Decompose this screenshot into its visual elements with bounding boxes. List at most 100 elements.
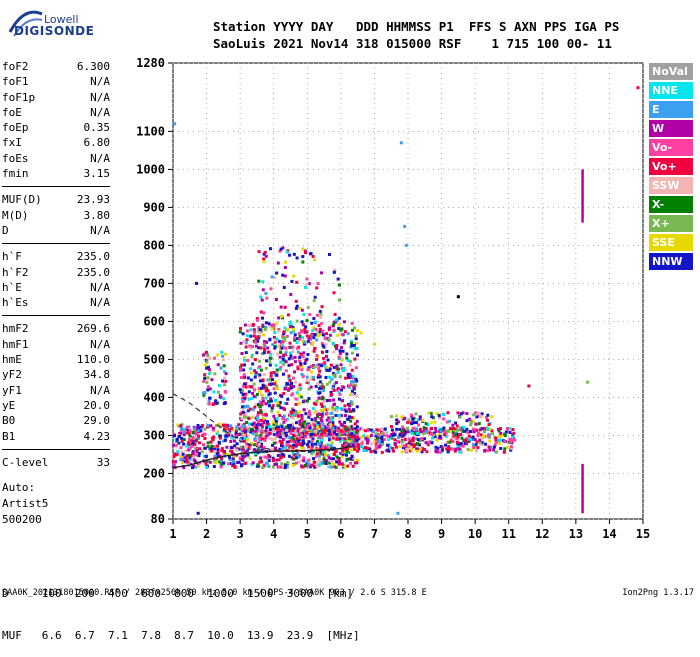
echo-point xyxy=(260,411,264,415)
echo-point xyxy=(454,433,458,437)
echo-point xyxy=(349,419,353,423)
echo-point xyxy=(351,440,355,444)
echo-point xyxy=(204,462,208,466)
echo-point xyxy=(432,433,436,437)
echo-point xyxy=(315,446,319,450)
echo-point xyxy=(434,445,438,449)
param-row: foEs N/A xyxy=(2,151,110,166)
echo-point xyxy=(263,348,267,352)
echo-point xyxy=(227,455,231,459)
echo-point xyxy=(266,464,270,468)
echo-point xyxy=(313,465,317,469)
echo-point xyxy=(257,443,261,447)
echo-point xyxy=(256,420,260,424)
echo-point xyxy=(298,306,302,310)
echo-point xyxy=(326,443,330,447)
echo-point xyxy=(322,450,326,454)
x-tick-label: 13 xyxy=(569,527,583,541)
echo-point xyxy=(350,351,354,355)
autoscaling-info: Auto: Artist5 500200 xyxy=(2,480,48,528)
echo-point xyxy=(298,359,302,363)
echo-point xyxy=(291,416,295,420)
echo-point xyxy=(465,427,469,431)
echo-point xyxy=(241,332,245,336)
echo-point xyxy=(305,375,309,379)
echo-point xyxy=(336,277,340,281)
echo-point xyxy=(390,428,394,432)
echo-point xyxy=(226,452,230,456)
echo-point xyxy=(252,328,256,332)
param-row: fmin 3.15 xyxy=(2,166,110,181)
echo-point xyxy=(259,368,263,372)
echo-point xyxy=(216,448,220,452)
echo-point xyxy=(300,368,304,372)
echo-point xyxy=(261,385,265,389)
echo-point xyxy=(306,462,310,466)
echo-point xyxy=(279,444,283,448)
echo-point xyxy=(229,449,233,453)
echo-point xyxy=(282,391,286,395)
echo-point xyxy=(226,431,230,435)
echo-point xyxy=(260,316,264,320)
echo-point xyxy=(242,356,246,360)
echo-point xyxy=(290,411,294,415)
echo-point xyxy=(282,453,286,457)
echo-point xyxy=(272,422,276,426)
echo-point xyxy=(260,430,264,434)
echo-point xyxy=(224,372,228,376)
param-key: fmin xyxy=(2,167,29,181)
echo-point xyxy=(310,444,314,448)
echo-point xyxy=(203,427,207,431)
echo-point xyxy=(401,425,405,429)
echo-point xyxy=(284,369,288,373)
echo-point xyxy=(262,351,266,355)
param-row: yF1 N/A xyxy=(2,383,110,398)
echo-point xyxy=(249,334,253,338)
echo-point xyxy=(230,436,234,440)
echo-point xyxy=(313,346,317,350)
echo-point xyxy=(298,442,302,446)
echo-point xyxy=(414,421,418,425)
echo-point xyxy=(213,372,217,376)
echo-point xyxy=(353,461,357,465)
echo-point xyxy=(308,464,312,468)
echo-point xyxy=(242,439,246,443)
echo-point xyxy=(208,396,212,400)
echo-point xyxy=(299,423,303,427)
echo-point xyxy=(339,414,343,418)
echo-point xyxy=(260,442,264,446)
echo-point xyxy=(191,442,195,446)
echo-point xyxy=(327,337,331,341)
echo-point xyxy=(407,418,411,422)
echo-point xyxy=(321,435,325,439)
echo-point xyxy=(408,449,412,453)
echo-point xyxy=(252,421,256,425)
param-value: N/A xyxy=(90,75,110,89)
echo-point xyxy=(313,364,317,368)
echo-point xyxy=(283,407,287,411)
echo-point xyxy=(351,427,355,431)
echo-point xyxy=(317,373,321,377)
param-key: yF1 xyxy=(2,383,22,397)
echo-point xyxy=(472,430,476,434)
echo-point xyxy=(472,413,476,417)
echo-point xyxy=(335,460,339,464)
echo-point xyxy=(278,346,282,350)
echo-point xyxy=(274,419,278,423)
echo-point xyxy=(492,445,496,449)
echo-point xyxy=(228,458,232,462)
echo-point xyxy=(320,438,324,442)
echo-point xyxy=(447,448,451,452)
echo-point xyxy=(310,343,314,347)
echo-point xyxy=(255,316,259,320)
echo-point xyxy=(335,343,339,347)
echo-point xyxy=(244,445,248,449)
echo-point xyxy=(240,431,244,435)
echo-point xyxy=(511,433,515,437)
echo-point xyxy=(264,429,268,433)
echo-point xyxy=(512,431,516,435)
echo-point xyxy=(480,440,484,444)
echo-point xyxy=(294,461,298,465)
echo-point xyxy=(488,427,492,431)
echo-point xyxy=(389,415,393,419)
